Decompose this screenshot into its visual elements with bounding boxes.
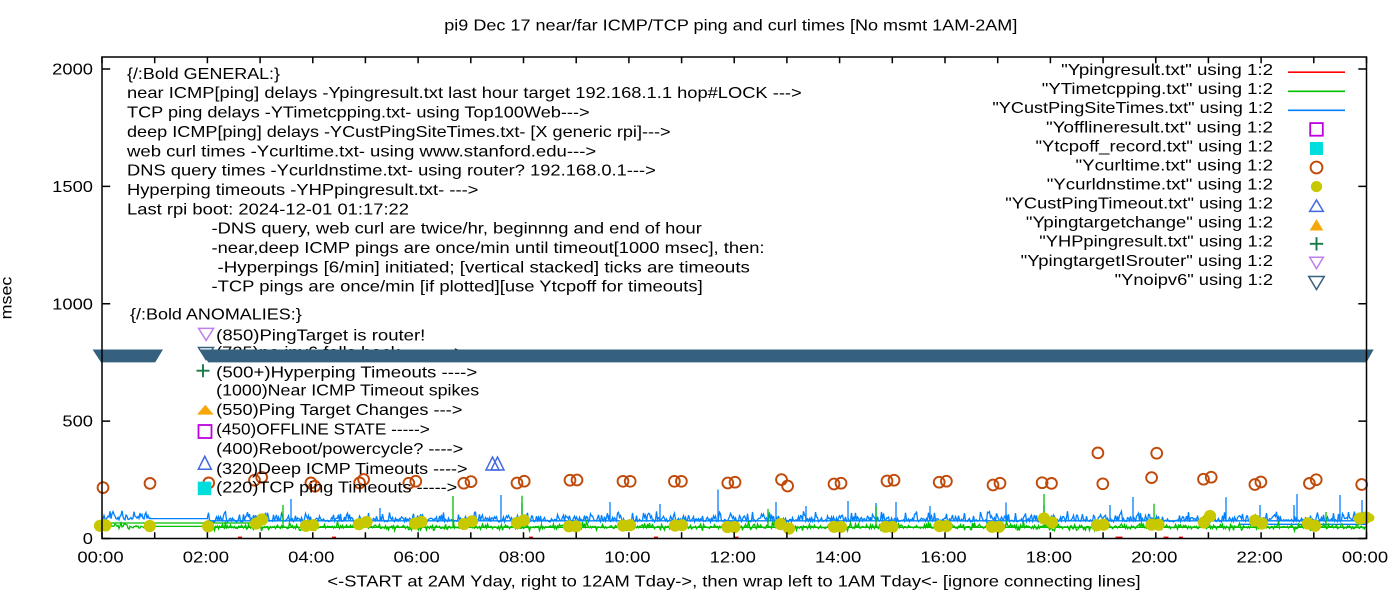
svg-text:"Ypingresult.txt" using 1:2: "Ypingresult.txt" using 1:2 [1061, 62, 1273, 79]
svg-text:<-START at 2AM Yday, right to: <-START at 2AM Yday, right to 12AM Tday-… [327, 573, 1140, 590]
svg-text:06:00: 06:00 [393, 549, 439, 566]
svg-text:{/:Bold GENERAL:}: {/:Bold GENERAL:} [127, 66, 281, 83]
svg-text:(850)PingTarget is router!: (850)PingTarget is router! [216, 327, 425, 344]
svg-text:{/:Bold ANOMALIES:}: {/:Bold ANOMALIES:} [130, 307, 302, 324]
svg-text:-Hyperpings [6/min] initiated;: -Hyperpings [6/min] initiated; [vertical… [218, 259, 750, 276]
svg-text:00:00: 00:00 [1342, 549, 1388, 566]
svg-text:Hyperping timeouts -YHPpingres: Hyperping timeouts -YHPpingresult.txt- -… [127, 182, 478, 199]
svg-text:20:00: 20:00 [1131, 549, 1177, 566]
svg-text:pi9 Dec 17 near/far ICMP/TCP: pi9 Dec 17 near/far ICMP/TCP ping and cu… [444, 18, 1017, 35]
svg-text:1000: 1000 [52, 296, 93, 313]
svg-text:12:00: 12:00 [710, 549, 756, 566]
svg-text:DNS query times -Ycurldnstime.: DNS query times -Ycurldnstime.txt- using… [127, 163, 656, 180]
svg-text:"Ycurldnstime.txt" using 1:2: "Ycurldnstime.txt" using 1:2 [1047, 177, 1273, 194]
svg-text:10:00: 10:00 [604, 549, 650, 566]
svg-text:0: 0 [83, 531, 93, 548]
svg-text:(450)OFFLINE STATE ----->: (450)OFFLINE STATE -----> [216, 421, 430, 438]
svg-text:"YHPpingresult.txt" using 1:2: "YHPpingresult.txt" using 1:2 [1039, 234, 1273, 251]
svg-text:msec: msec [0, 277, 16, 320]
svg-text:08:00: 08:00 [499, 549, 545, 566]
svg-text:(320)Deep ICMP Timeouts ---->: (320)Deep ICMP Timeouts ----> [216, 461, 467, 478]
svg-text:(220)TCP ping Timeouts ----->: (220)TCP ping Timeouts -----> [216, 479, 457, 496]
svg-text:16:00: 16:00 [920, 549, 966, 566]
svg-text:"Ypingtargetchange" using 1:2: "Ypingtargetchange" using 1:2 [1026, 215, 1273, 232]
svg-text:18:00: 18:00 [1026, 549, 1072, 566]
svg-text:"YCustPingTimeout.txt" using 1: "YCustPingTimeout.txt" using 1:2 [1005, 196, 1273, 213]
svg-text:near ICMP[ping] delays -Ypingr: near ICMP[ping] delays -Ypingresult.txt … [127, 85, 802, 102]
svg-text:Last rpi boot: 2024-12-01 01:1: Last rpi boot: 2024-12-01 01:17:22 [127, 201, 409, 218]
svg-text:2000: 2000 [52, 62, 93, 79]
svg-text:TCP ping delays -YTimetcpping.: TCP ping delays -YTimetcpping.txt- using… [127, 105, 590, 122]
svg-text:(500+)Hyperping Timeouts ---->: (500+)Hyperping Timeouts ----> [216, 365, 477, 382]
svg-text:"Ynoipv6" using 1:2: "Ynoipv6" using 1:2 [1115, 272, 1273, 289]
svg-text:04:00: 04:00 [288, 549, 334, 566]
svg-text:1500: 1500 [52, 179, 93, 196]
svg-text:14:00: 14:00 [815, 549, 861, 566]
svg-text:"Yofflineresult.txt" using 1:2: "Yofflineresult.txt" using 1:2 [1046, 119, 1273, 136]
svg-text:(400)Reboot/powercycle? ---->: (400)Reboot/powercycle? ----> [216, 441, 463, 458]
svg-text:(550)Ping Target Changes --->: (550)Ping Target Changes ---> [216, 402, 462, 419]
svg-text:(1000)Near ICMP Timeout spikes: (1000)Near ICMP Timeout spikes [216, 383, 479, 400]
svg-text:"Ytcpoff_record.txt" using 1:2: "Ytcpoff_record.txt" using 1:2 [1036, 138, 1274, 155]
svg-text:500: 500 [62, 414, 93, 431]
svg-text:"YpingtargetISrouter" using 1:: "YpingtargetISrouter" using 1:2 [1021, 253, 1273, 270]
svg-text:-near,deep ICMP pings are once: -near,deep ICMP pings are once/min until… [212, 240, 765, 257]
svg-text:22:00: 22:00 [1236, 549, 1282, 566]
svg-text:"YTimetcpping.txt" using 1:2: "YTimetcpping.txt" using 1:2 [1042, 81, 1273, 98]
svg-text:deep ICMP[ping] delays -YCustP: deep ICMP[ping] delays -YCustPingSiteTim… [127, 124, 671, 141]
svg-text:-DNS query, web curl are twice: -DNS query, web curl are twice/hr, begin… [212, 221, 703, 238]
svg-text:web curl times -Ycurltime.txt-: web curl times -Ycurltime.txt- using www… [126, 143, 596, 160]
svg-text:00:00: 00:00 [77, 549, 123, 566]
svg-text:-TCP pings are once/min [if pl: -TCP pings are once/min [if plotted][use… [212, 279, 703, 296]
svg-text:"YCustPingSiteTimes.txt" using: "YCustPingSiteTimes.txt" using 1:2 [992, 100, 1273, 117]
svg-text:02:00: 02:00 [183, 549, 229, 566]
svg-text:"Ycurltime.txt" using 1:2: "Ycurltime.txt" using 1:2 [1076, 157, 1274, 174]
